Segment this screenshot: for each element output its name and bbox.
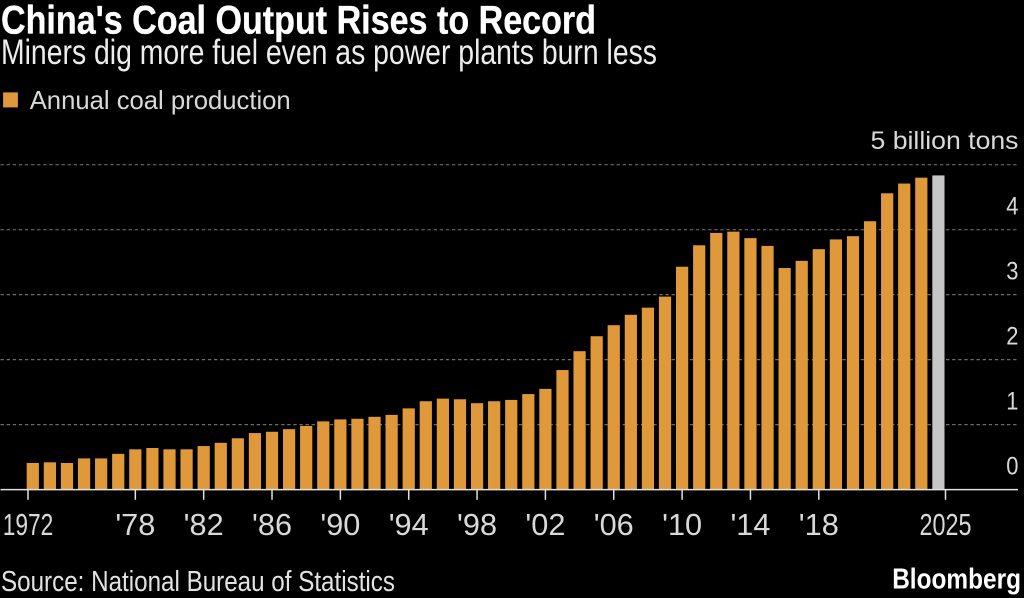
- svg-text:1972: 1972: [3, 507, 54, 542]
- svg-text:'18: '18: [799, 507, 839, 542]
- svg-text:Miners dig more fuel even as p: Miners dig more fuel even as power plant…: [1, 32, 657, 72]
- svg-text:Annual coal production: Annual coal production: [30, 85, 291, 115]
- svg-text:5 billion tons: 5 billion tons: [871, 127, 1019, 155]
- svg-text:'86: '86: [252, 507, 292, 542]
- svg-text:'98: '98: [457, 507, 497, 542]
- svg-text:'02: '02: [525, 507, 565, 542]
- svg-text:0: 0: [1006, 452, 1018, 480]
- svg-text:2: 2: [1006, 322, 1018, 350]
- svg-text:'90: '90: [320, 507, 360, 542]
- svg-text:3: 3: [1006, 257, 1018, 285]
- svg-text:'14: '14: [730, 507, 770, 542]
- svg-text:Source: National Bureau of Sta: Source: National Bureau of Statistics: [1, 566, 395, 598]
- svg-text:4: 4: [1006, 192, 1018, 220]
- svg-text:2025: 2025: [920, 507, 972, 542]
- svg-text:'06: '06: [594, 507, 634, 542]
- svg-text:'82: '82: [184, 507, 224, 542]
- svg-text:'78: '78: [115, 507, 155, 542]
- svg-text:China's Coal Output Rises to R: China's Coal Output Rises to Record: [1, 0, 596, 43]
- svg-text:Bloomberg: Bloomberg: [892, 562, 1021, 594]
- svg-text:'10: '10: [662, 507, 702, 542]
- svg-text:'94: '94: [389, 507, 429, 542]
- svg-text:1: 1: [1006, 387, 1018, 415]
